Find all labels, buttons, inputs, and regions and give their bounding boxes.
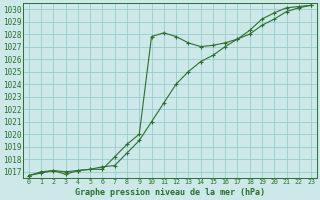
X-axis label: Graphe pression niveau de la mer (hPa): Graphe pression niveau de la mer (hPa) xyxy=(75,188,265,197)
